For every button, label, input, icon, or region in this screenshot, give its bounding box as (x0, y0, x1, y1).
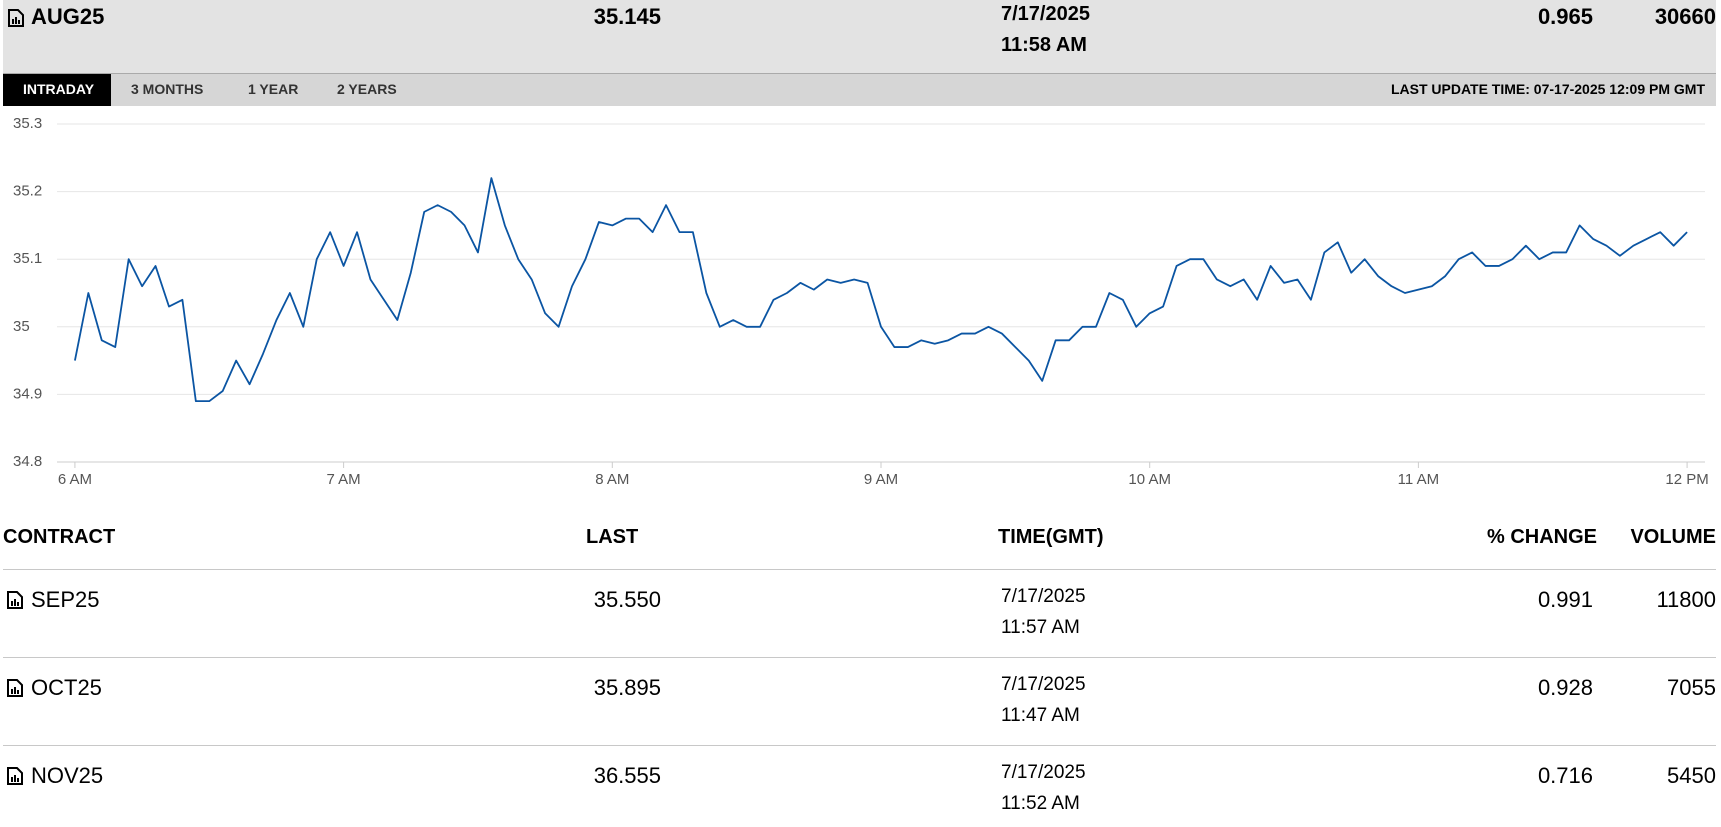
time: 11:52 AM (1001, 793, 1080, 814)
x-tick-label: 10 AM (1128, 471, 1171, 488)
chart-icon[interactable] (7, 679, 23, 697)
time: 11:47 AM (1001, 705, 1080, 726)
y-tick-label: 35.3 (13, 115, 42, 132)
last: 36.555 (593, 763, 661, 788)
column-header: % CHANGE (1486, 526, 1597, 548)
date: 7/17/2025 (1001, 762, 1086, 783)
chart-icon[interactable] (7, 767, 23, 785)
change: 0.928 (1537, 675, 1593, 700)
change: 0.991 (1537, 587, 1593, 612)
row-separator (3, 569, 1716, 570)
y-tick-label: 34.8 (13, 453, 42, 470)
x-tick-label: 12 PM (1665, 471, 1708, 488)
date: 7/17/2025 (1001, 674, 1086, 695)
x-tick-label: 6 AM (58, 471, 92, 488)
volume: 5450 (1667, 763, 1716, 788)
date: 7/17/2025 (1001, 3, 1090, 25)
row-separator (3, 657, 1716, 658)
row-separator (3, 745, 1716, 746)
chart-icon[interactable] (7, 591, 23, 609)
tab[interactable]: 1 YEAR (248, 81, 299, 97)
active-tab-bg[interactable] (3, 74, 111, 106)
contract[interactable]: OCT25 (31, 675, 102, 700)
last: 35.550 (593, 587, 661, 612)
column-header: CONTRACT (3, 526, 116, 548)
time: 11:57 AM (1001, 617, 1080, 638)
x-tick-label: 8 AM (595, 471, 629, 488)
column-header: LAST (586, 526, 639, 548)
column-header: VOLUME (1630, 526, 1716, 548)
last-update: LAST UPDATE TIME: 07-17-2025 12:09 PM GM… (1390, 81, 1705, 97)
y-tick-label: 35.1 (13, 250, 42, 267)
tab-bar (3, 73, 1716, 106)
tab[interactable]: INTRADAY (23, 81, 95, 97)
volume: 7055 (1667, 675, 1716, 700)
last: 35.895 (593, 675, 661, 700)
column-header: TIME(GMT) (998, 526, 1104, 548)
y-tick-label: 35.2 (13, 183, 42, 200)
x-tick-label: 7 AM (327, 471, 361, 488)
price-line (74, 177, 1688, 403)
y-tick-label: 34.9 (13, 385, 42, 402)
symbol[interactable]: AUG25 (31, 4, 105, 29)
chart-icon[interactable] (8, 9, 24, 27)
last-price: 35.145 (593, 4, 661, 29)
chart: 34.8 34.9 35 35.1 35.2 35.3 6 AM 7 AM 8 AM 9 AM 10… (13, 115, 1709, 488)
x-tick-label: 9 AM (864, 471, 898, 488)
change: 0.716 (1537, 763, 1593, 788)
volume: 11800 (1656, 587, 1716, 612)
y-tick-label: 35 (13, 318, 30, 335)
date: 7/17/2025 (1001, 586, 1086, 607)
tab[interactable]: 3 MONTHS (131, 81, 204, 97)
x-tick-label: 11 AM (1398, 471, 1439, 488)
contract[interactable]: NOV25 (31, 763, 104, 788)
contract[interactable]: SEP25 (31, 587, 100, 612)
volume: 30660 (1654, 4, 1716, 29)
time: 11:58 AM (1001, 34, 1087, 56)
change: 0.965 (1537, 4, 1593, 29)
header-bar (3, 0, 1716, 73)
tab[interactable]: 2 YEARS (337, 81, 397, 97)
